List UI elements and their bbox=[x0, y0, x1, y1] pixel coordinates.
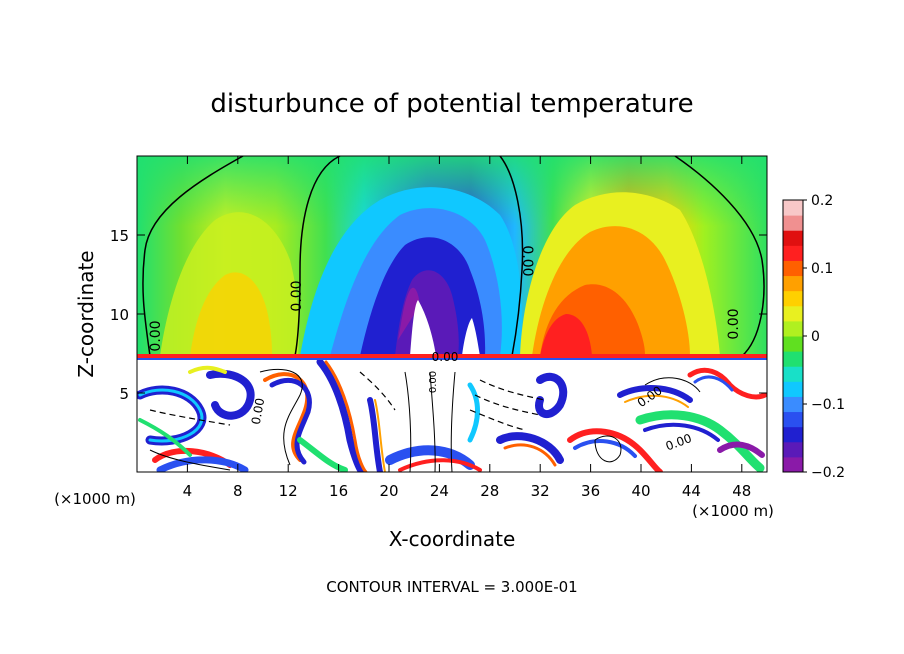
contour-label: 0.00 bbox=[148, 320, 164, 351]
colorbar-swatch bbox=[783, 260, 803, 277]
warm-plume-core bbox=[540, 314, 592, 356]
x-tick-label: 48 bbox=[732, 482, 751, 500]
warm-spike-2 bbox=[462, 318, 480, 356]
warm-spike bbox=[410, 300, 436, 356]
x-tick-label: 40 bbox=[631, 482, 650, 500]
contour-line-3 bbox=[499, 156, 524, 357]
left-warm-core bbox=[190, 272, 272, 356]
colorbar: 0.2 0.1 0 −0.1 −0.2 bbox=[782, 193, 845, 481]
colorbar-swatch bbox=[783, 320, 803, 337]
x-tick-label: 20 bbox=[379, 482, 398, 500]
x-tick-label: 24 bbox=[430, 482, 449, 500]
colorbar-swatch bbox=[783, 336, 803, 352]
colorbar-tick-label: −0.2 bbox=[811, 465, 845, 481]
colorbar-swatch bbox=[783, 456, 803, 473]
contour-label: 0.00 bbox=[432, 350, 459, 364]
contour-interval-note: CONTOUR INTERVAL = 3.000E-01 bbox=[326, 578, 577, 596]
colorbar-swatch bbox=[783, 426, 803, 443]
colorbar-swatch bbox=[783, 411, 803, 428]
x-axis-label: X-coordinate bbox=[389, 527, 516, 551]
x-axis: 4 8 12 16 20 24 28 32 36 40 44 48 bbox=[183, 156, 751, 500]
colorbar-tick-label: 0 bbox=[811, 329, 820, 345]
colorbar-swatch bbox=[783, 381, 803, 397]
x-tick-label: 28 bbox=[480, 482, 499, 500]
colorbar-swatch bbox=[783, 215, 803, 231]
y-tick-label: 10 bbox=[110, 306, 129, 324]
colorbar-swatch bbox=[783, 230, 803, 246]
colorbar-tick-label: 0.1 bbox=[811, 261, 833, 277]
x-tick-label: 4 bbox=[183, 482, 193, 500]
colorbar-swatch bbox=[783, 200, 803, 216]
x-unit-label: (×1000 m) bbox=[692, 502, 774, 520]
x-tick-label: 16 bbox=[329, 482, 348, 500]
lower-contours bbox=[149, 368, 701, 472]
colorbar-swatch bbox=[783, 351, 803, 367]
y-tick-label: 15 bbox=[110, 227, 129, 245]
cold-plume-spike bbox=[398, 287, 420, 340]
chart-title: disturbunce of potential temperature bbox=[210, 89, 693, 119]
colorbar-swatch bbox=[783, 275, 803, 292]
x-tick-label: 44 bbox=[682, 482, 701, 500]
dashed-contours bbox=[149, 371, 546, 431]
contour-label: 0.00 bbox=[428, 371, 439, 393]
inversion-band-2 bbox=[137, 358, 767, 360]
x-tick-label: 12 bbox=[279, 482, 298, 500]
plot-area: 0.00 0.00 0.00 0.00 0.00 0.00 0.00 0.00 … bbox=[137, 156, 767, 472]
colorbar-tick-label: 0.2 bbox=[811, 193, 833, 209]
y-unit-label: (×1000 m) bbox=[54, 490, 136, 508]
x-tick-label: 8 bbox=[233, 482, 243, 500]
x-tick-label: 36 bbox=[581, 482, 600, 500]
colorbar-swatch bbox=[783, 290, 803, 307]
y-axis-label: Z-coordinate bbox=[74, 250, 98, 377]
colorbar-swatch bbox=[783, 245, 803, 261]
y-tick-label: 5 bbox=[119, 385, 129, 403]
contour-label: 0.00 bbox=[249, 397, 267, 426]
colorbar-swatch bbox=[783, 396, 803, 413]
inversion-band bbox=[137, 354, 767, 359]
contour-label: 0.00 bbox=[726, 308, 742, 339]
contour-label: 0.00 bbox=[519, 245, 535, 276]
contour-label: 0.00 bbox=[289, 280, 305, 311]
contour-line-4 bbox=[674, 156, 765, 357]
y-axis: 5 10 15 bbox=[110, 227, 767, 403]
contour-line-1 bbox=[142, 156, 244, 357]
colorbar-swatch bbox=[783, 305, 803, 322]
contour-line-2 bbox=[294, 156, 341, 357]
colorbar-tick-label: −0.1 bbox=[811, 397, 845, 413]
colorbar-swatch bbox=[783, 441, 803, 458]
lower-field-swirls bbox=[137, 358, 767, 472]
colorbar-swatch bbox=[783, 366, 803, 382]
x-tick-label: 32 bbox=[531, 482, 550, 500]
